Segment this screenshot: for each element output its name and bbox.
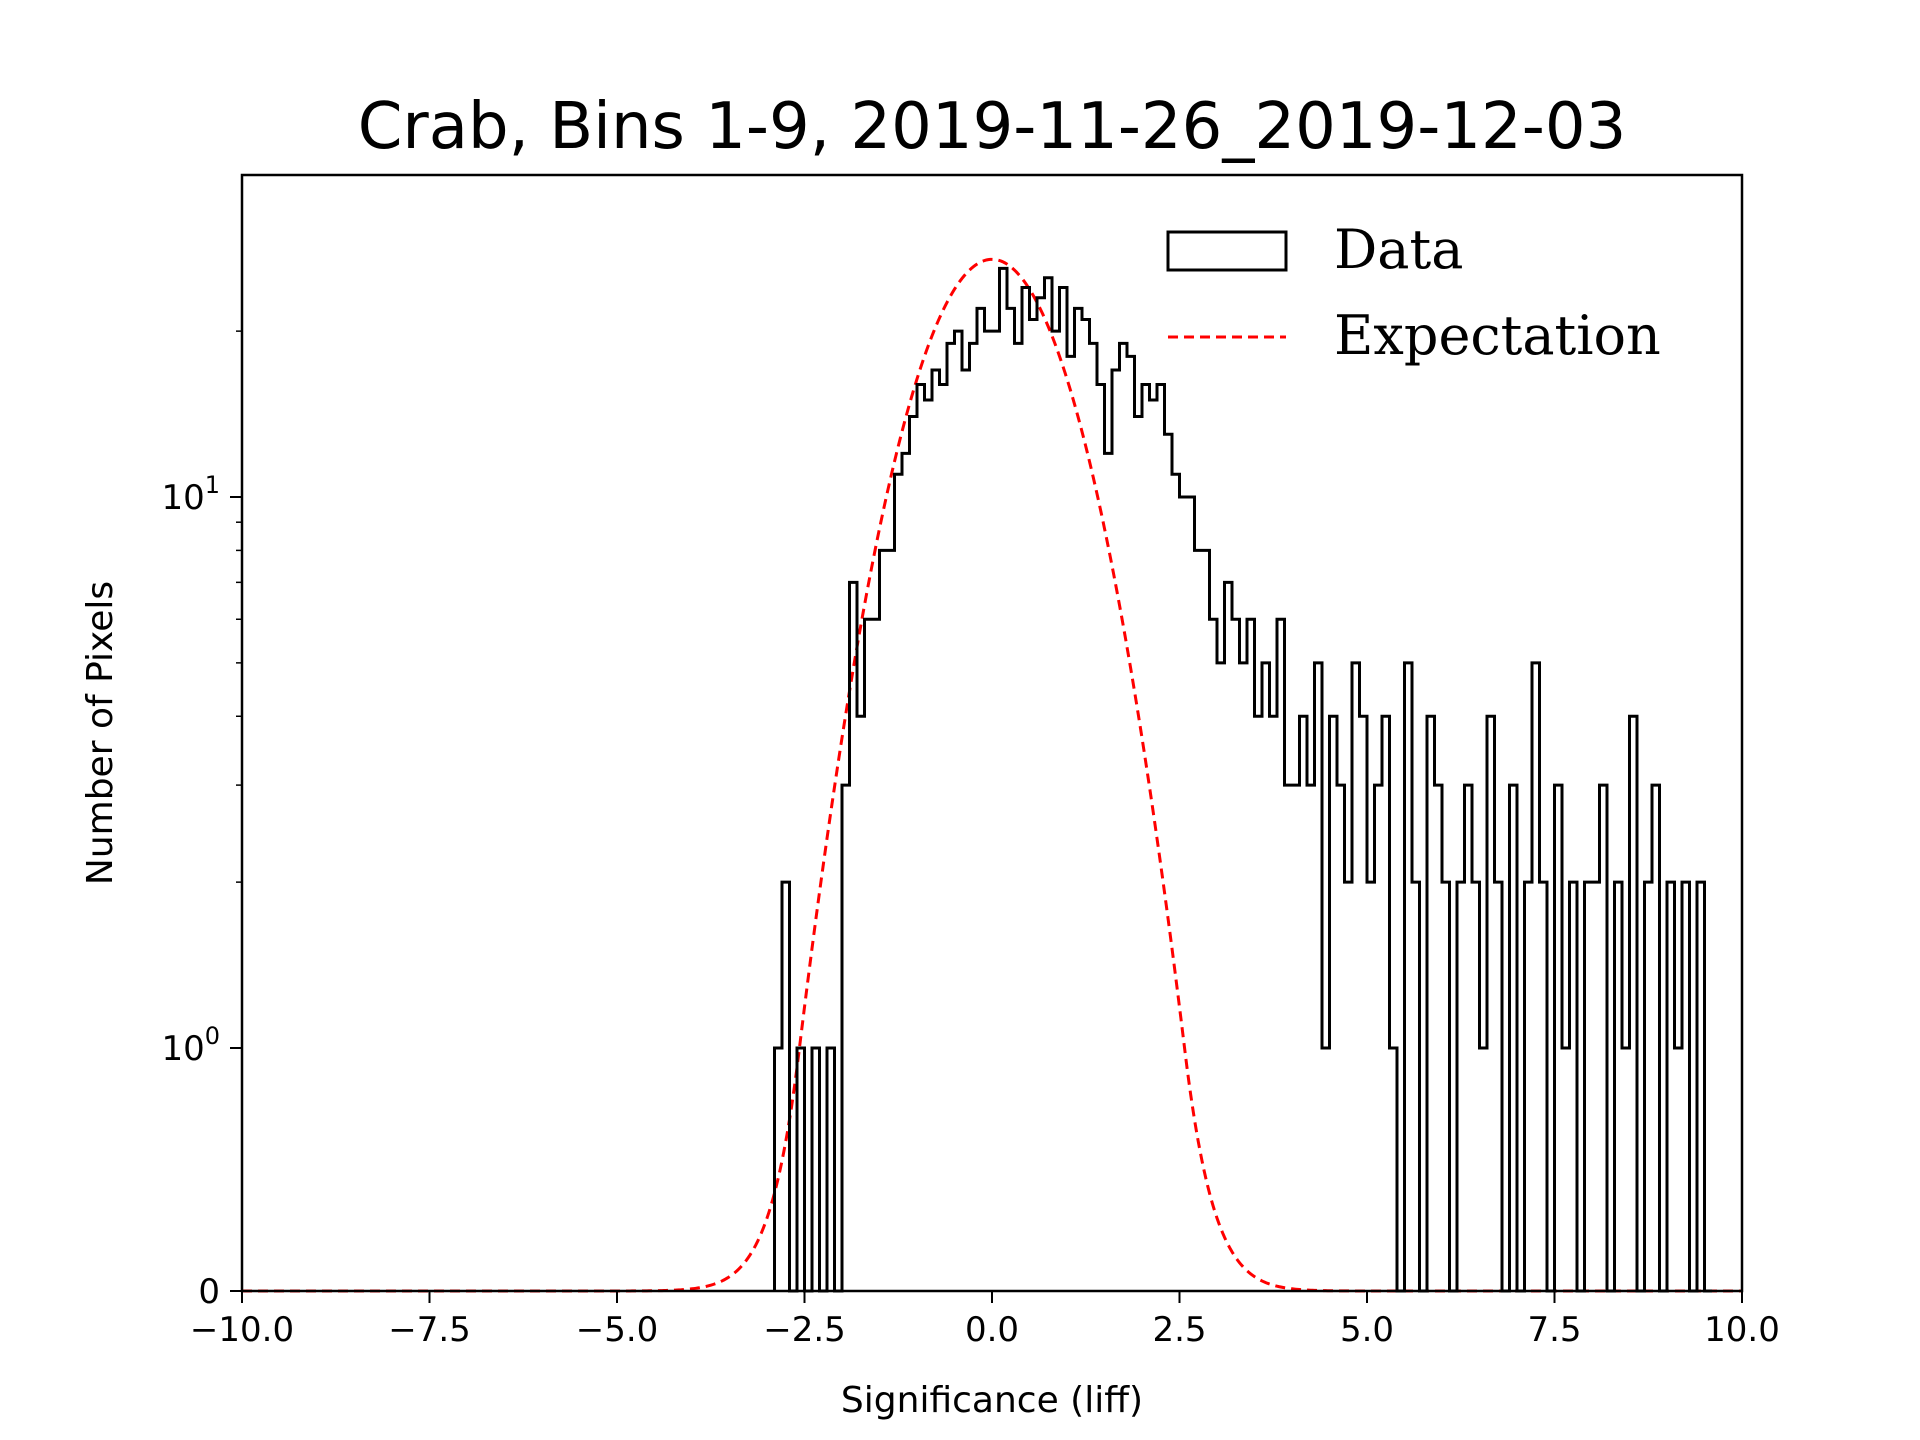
y-axis-label: Number of Pixels: [80, 581, 121, 885]
legend-expectation-label: Expectation: [1334, 304, 1661, 367]
x-tick-label: −5.0: [576, 1310, 659, 1350]
legend: Data Expectation: [1166, 218, 1661, 367]
x-tick-label: −7.5: [388, 1310, 471, 1350]
x-axis-ticks: −10.0 −7.5 −5.0 −2.5 0.0 2.5 5.0 7.5 10.0: [190, 1291, 1780, 1350]
chart-title: Crab, Bins 1-9, 2019-11-26_2019-12-03: [358, 90, 1627, 164]
data-histogram-step: [773, 266, 1712, 1293]
x-tick-label: 2.5: [1152, 1310, 1206, 1350]
y-tick-label: 0: [198, 1272, 220, 1312]
x-axis-label: Significance (liff): [841, 1380, 1143, 1421]
plot-area: [242, 175, 1742, 1291]
x-tick-label: 10.0: [1704, 1310, 1780, 1350]
x-tick-label: 5.0: [1340, 1310, 1394, 1350]
x-tick-label: 0.0: [965, 1310, 1019, 1350]
legend-data-label: Data: [1334, 218, 1463, 281]
legend-data-swatch: [1166, 230, 1288, 272]
x-tick-label: −2.5: [763, 1310, 846, 1350]
x-tick-label: 7.5: [1527, 1310, 1581, 1350]
x-tick-label: −10.0: [190, 1310, 294, 1350]
data-layer: [773, 266, 1712, 1293]
